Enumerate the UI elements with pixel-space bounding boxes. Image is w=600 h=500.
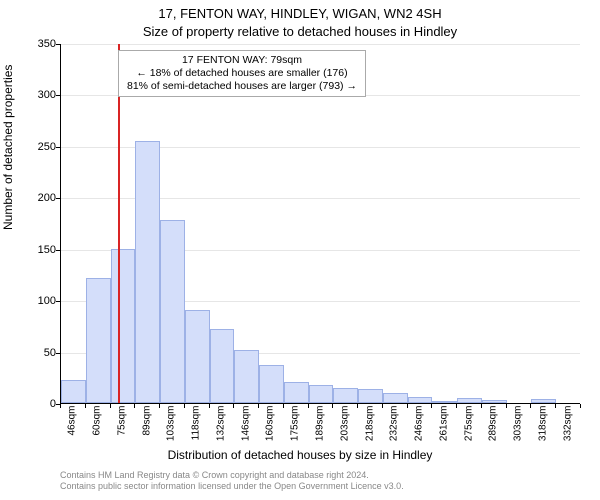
info-line-1: 17 FENTON WAY: 79sqm xyxy=(127,54,357,67)
x-tick-label: 303sqm xyxy=(513,406,524,466)
histogram-bar xyxy=(210,329,235,403)
x-tick-mark xyxy=(258,404,259,408)
x-tick-label: 203sqm xyxy=(339,406,350,466)
y-tick-mark xyxy=(56,147,60,148)
histogram-bar xyxy=(432,401,457,403)
x-tick-mark xyxy=(283,404,284,408)
x-tick-mark xyxy=(209,404,210,408)
x-tick-mark xyxy=(580,404,581,408)
footer: Contains HM Land Registry data © Crown c… xyxy=(60,470,404,492)
histogram-bar xyxy=(185,310,210,403)
x-tick-label: 289sqm xyxy=(488,406,499,466)
x-tick-label: 218sqm xyxy=(364,406,375,466)
x-tick-label: 246sqm xyxy=(414,406,425,466)
x-tick-mark xyxy=(407,404,408,408)
x-tick-mark xyxy=(456,404,457,408)
histogram-bar xyxy=(309,385,334,404)
y-tick-mark xyxy=(56,353,60,354)
x-tick-mark xyxy=(308,404,309,408)
x-tick-label: 175sqm xyxy=(290,406,301,466)
x-tick-mark xyxy=(506,404,507,408)
gridline xyxy=(61,44,580,45)
x-tick-mark xyxy=(530,404,531,408)
reference-line xyxy=(118,44,120,403)
histogram-bar xyxy=(234,350,259,403)
x-tick-label: 318sqm xyxy=(537,406,548,466)
x-tick-label: 89sqm xyxy=(141,406,152,466)
x-tick-mark xyxy=(85,404,86,408)
chart-title-desc: Size of property relative to detached ho… xyxy=(0,24,600,39)
x-tick-mark xyxy=(110,404,111,408)
x-tick-mark xyxy=(332,404,333,408)
x-tick-label: 103sqm xyxy=(166,406,177,466)
plot-area xyxy=(60,44,580,404)
x-tick-mark xyxy=(184,404,185,408)
histogram-bar xyxy=(482,400,507,403)
info-box: 17 FENTON WAY: 79sqm ← 18% of detached h… xyxy=(118,50,366,97)
histogram-bar xyxy=(531,399,556,403)
y-tick-label: 300 xyxy=(16,89,56,101)
histogram-bar xyxy=(259,365,284,403)
x-tick-mark xyxy=(134,404,135,408)
x-tick-label: 189sqm xyxy=(315,406,326,466)
x-tick-label: 332sqm xyxy=(562,406,573,466)
y-tick-label: 0 xyxy=(16,398,56,410)
x-tick-label: 60sqm xyxy=(92,406,103,466)
y-tick-mark xyxy=(56,44,60,45)
info-line-2: ← 18% of detached houses are smaller (17… xyxy=(127,67,357,80)
y-tick-mark xyxy=(56,301,60,302)
x-tick-mark xyxy=(60,404,61,408)
y-tick-label: 100 xyxy=(16,295,56,307)
histogram-bar xyxy=(333,388,358,403)
histogram-bar xyxy=(457,398,482,403)
footer-line-1: Contains HM Land Registry data © Crown c… xyxy=(60,470,404,481)
x-tick-label: 232sqm xyxy=(389,406,400,466)
x-tick-label: 146sqm xyxy=(240,406,251,466)
y-tick-mark xyxy=(56,198,60,199)
histogram-bar xyxy=(61,380,86,403)
x-tick-label: 132sqm xyxy=(215,406,226,466)
x-tick-mark xyxy=(233,404,234,408)
y-tick-mark xyxy=(56,95,60,96)
info-line-3: 81% of semi-detached houses are larger (… xyxy=(127,80,357,93)
x-tick-label: 275sqm xyxy=(463,406,474,466)
x-tick-mark xyxy=(159,404,160,408)
histogram-bar xyxy=(408,397,433,403)
x-tick-label: 46sqm xyxy=(67,406,78,466)
x-tick-label: 261sqm xyxy=(438,406,449,466)
histogram-bar xyxy=(111,249,136,403)
x-tick-label: 118sqm xyxy=(191,406,202,466)
x-tick-mark xyxy=(382,404,383,408)
histogram-bar xyxy=(86,278,111,403)
histogram-bar xyxy=(160,220,185,403)
x-tick-mark xyxy=(481,404,482,408)
histogram-bar xyxy=(135,141,160,403)
y-tick-label: 150 xyxy=(16,244,56,256)
x-tick-label: 75sqm xyxy=(116,406,127,466)
histogram-bar xyxy=(358,389,383,403)
x-tick-mark xyxy=(555,404,556,408)
x-tick-label: 160sqm xyxy=(265,406,276,466)
y-tick-mark xyxy=(56,250,60,251)
histogram-bar xyxy=(284,382,309,403)
histogram-bar xyxy=(383,393,408,403)
y-axis-label: Number of detached properties xyxy=(1,65,15,230)
y-tick-label: 50 xyxy=(16,347,56,359)
footer-line-2: Contains public sector information licen… xyxy=(60,481,404,492)
x-tick-mark xyxy=(431,404,432,408)
chart-title-address: 17, FENTON WAY, HINDLEY, WIGAN, WN2 4SH xyxy=(0,6,600,21)
y-tick-label: 250 xyxy=(16,141,56,153)
y-tick-label: 200 xyxy=(16,192,56,204)
x-tick-mark xyxy=(357,404,358,408)
chart-container: 17, FENTON WAY, HINDLEY, WIGAN, WN2 4SH … xyxy=(0,0,600,500)
y-tick-label: 350 xyxy=(16,38,56,50)
